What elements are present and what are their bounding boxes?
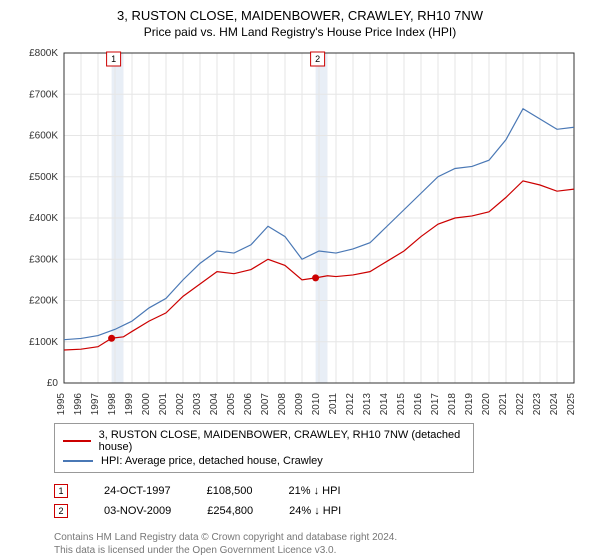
svg-text:2004: 2004	[209, 393, 220, 415]
marker-badge: 1	[54, 484, 68, 498]
svg-text:£300K: £300K	[29, 254, 58, 265]
marker-date: 03-NOV-2009	[104, 505, 171, 517]
svg-text:2000: 2000	[141, 393, 152, 415]
svg-text:2010: 2010	[311, 393, 322, 415]
svg-text:£500K: £500K	[29, 172, 58, 183]
svg-text:1999: 1999	[124, 393, 135, 415]
chart-area: £0 £100K £200K £300K £400K £500K £600K £700K £80…	[14, 45, 586, 415]
footer: Contains HM Land Registry data © Crown c…	[54, 531, 586, 557]
svg-text:2: 2	[315, 54, 320, 64]
legend-item: 3, RUSTON CLOSE, MAIDENBOWER, CRAWLEY, R…	[63, 428, 465, 454]
svg-text:2009: 2009	[294, 393, 305, 415]
footer-line: Contains HM Land Registry data © Crown c…	[54, 531, 586, 544]
svg-text:2021: 2021	[498, 393, 509, 415]
svg-text:£100K: £100K	[29, 337, 58, 348]
legend-swatch	[63, 460, 93, 462]
marker-price: £108,500	[207, 485, 253, 497]
legend-item: HPI: Average price, detached house, Craw…	[63, 454, 465, 468]
footer-line: This data is licensed under the Open Gov…	[54, 544, 586, 557]
svg-text:2001: 2001	[158, 393, 169, 415]
svg-text:2002: 2002	[175, 393, 186, 415]
svg-text:2018: 2018	[447, 393, 458, 415]
svg-text:2023: 2023	[532, 393, 543, 415]
marker-badge: 2	[54, 504, 68, 518]
svg-text:£800K: £800K	[29, 48, 58, 59]
svg-text:2016: 2016	[413, 393, 424, 415]
svg-text:2017: 2017	[430, 393, 441, 415]
svg-text:2025: 2025	[566, 393, 577, 415]
chart-container: 3, RUSTON CLOSE, MAIDENBOWER, CRAWLEY, R…	[0, 0, 600, 560]
svg-text:£200K: £200K	[29, 296, 58, 307]
legend-swatch	[63, 440, 91, 442]
marker-delta: 21% ↓ HPI	[289, 485, 341, 497]
chart-title: 3, RUSTON CLOSE, MAIDENBOWER, CRAWLEY, R…	[14, 8, 586, 23]
svg-text:1995: 1995	[56, 393, 67, 415]
svg-text:2014: 2014	[379, 393, 390, 415]
svg-text:2022: 2022	[515, 393, 526, 415]
svg-text:2008: 2008	[277, 393, 288, 415]
svg-text:2013: 2013	[362, 393, 373, 415]
svg-text:£600K: £600K	[29, 131, 58, 142]
table-row: 2 03-NOV-2009 £254,800 24% ↓ HPI	[54, 501, 586, 521]
svg-text:2007: 2007	[260, 393, 271, 415]
svg-text:2003: 2003	[192, 393, 203, 415]
svg-text:2005: 2005	[226, 393, 237, 415]
chart-subtitle: Price paid vs. HM Land Registry's House …	[14, 25, 586, 39]
legend-label: HPI: Average price, detached house, Craw…	[101, 455, 323, 467]
marker-delta: 24% ↓ HPI	[289, 505, 341, 517]
svg-text:£700K: £700K	[29, 89, 58, 100]
legend: 3, RUSTON CLOSE, MAIDENBOWER, CRAWLEY, R…	[54, 423, 474, 473]
svg-text:1: 1	[111, 54, 116, 64]
legend-label: 3, RUSTON CLOSE, MAIDENBOWER, CRAWLEY, R…	[99, 429, 465, 453]
svg-text:2011: 2011	[328, 393, 339, 415]
svg-text:2006: 2006	[243, 393, 254, 415]
svg-text:2019: 2019	[464, 393, 475, 415]
marker-date: 24-OCT-1997	[104, 485, 171, 497]
svg-text:2020: 2020	[481, 393, 492, 415]
table-row: 1 24-OCT-1997 £108,500 21% ↓ HPI	[54, 481, 586, 501]
svg-text:2012: 2012	[345, 393, 356, 415]
marker-price: £254,800	[207, 505, 253, 517]
svg-text:1997: 1997	[90, 393, 101, 415]
svg-text:1998: 1998	[107, 393, 118, 415]
svg-text:£0: £0	[47, 378, 59, 389]
marker-table: 1 24-OCT-1997 £108,500 21% ↓ HPI 2 03-NO…	[54, 481, 586, 521]
svg-text:2015: 2015	[396, 393, 407, 415]
svg-text:1996: 1996	[73, 393, 84, 415]
line-chart: £0 £100K £200K £300K £400K £500K £600K £700K £80…	[14, 45, 586, 415]
svg-text:2024: 2024	[549, 393, 560, 415]
svg-text:£400K: £400K	[29, 213, 58, 224]
